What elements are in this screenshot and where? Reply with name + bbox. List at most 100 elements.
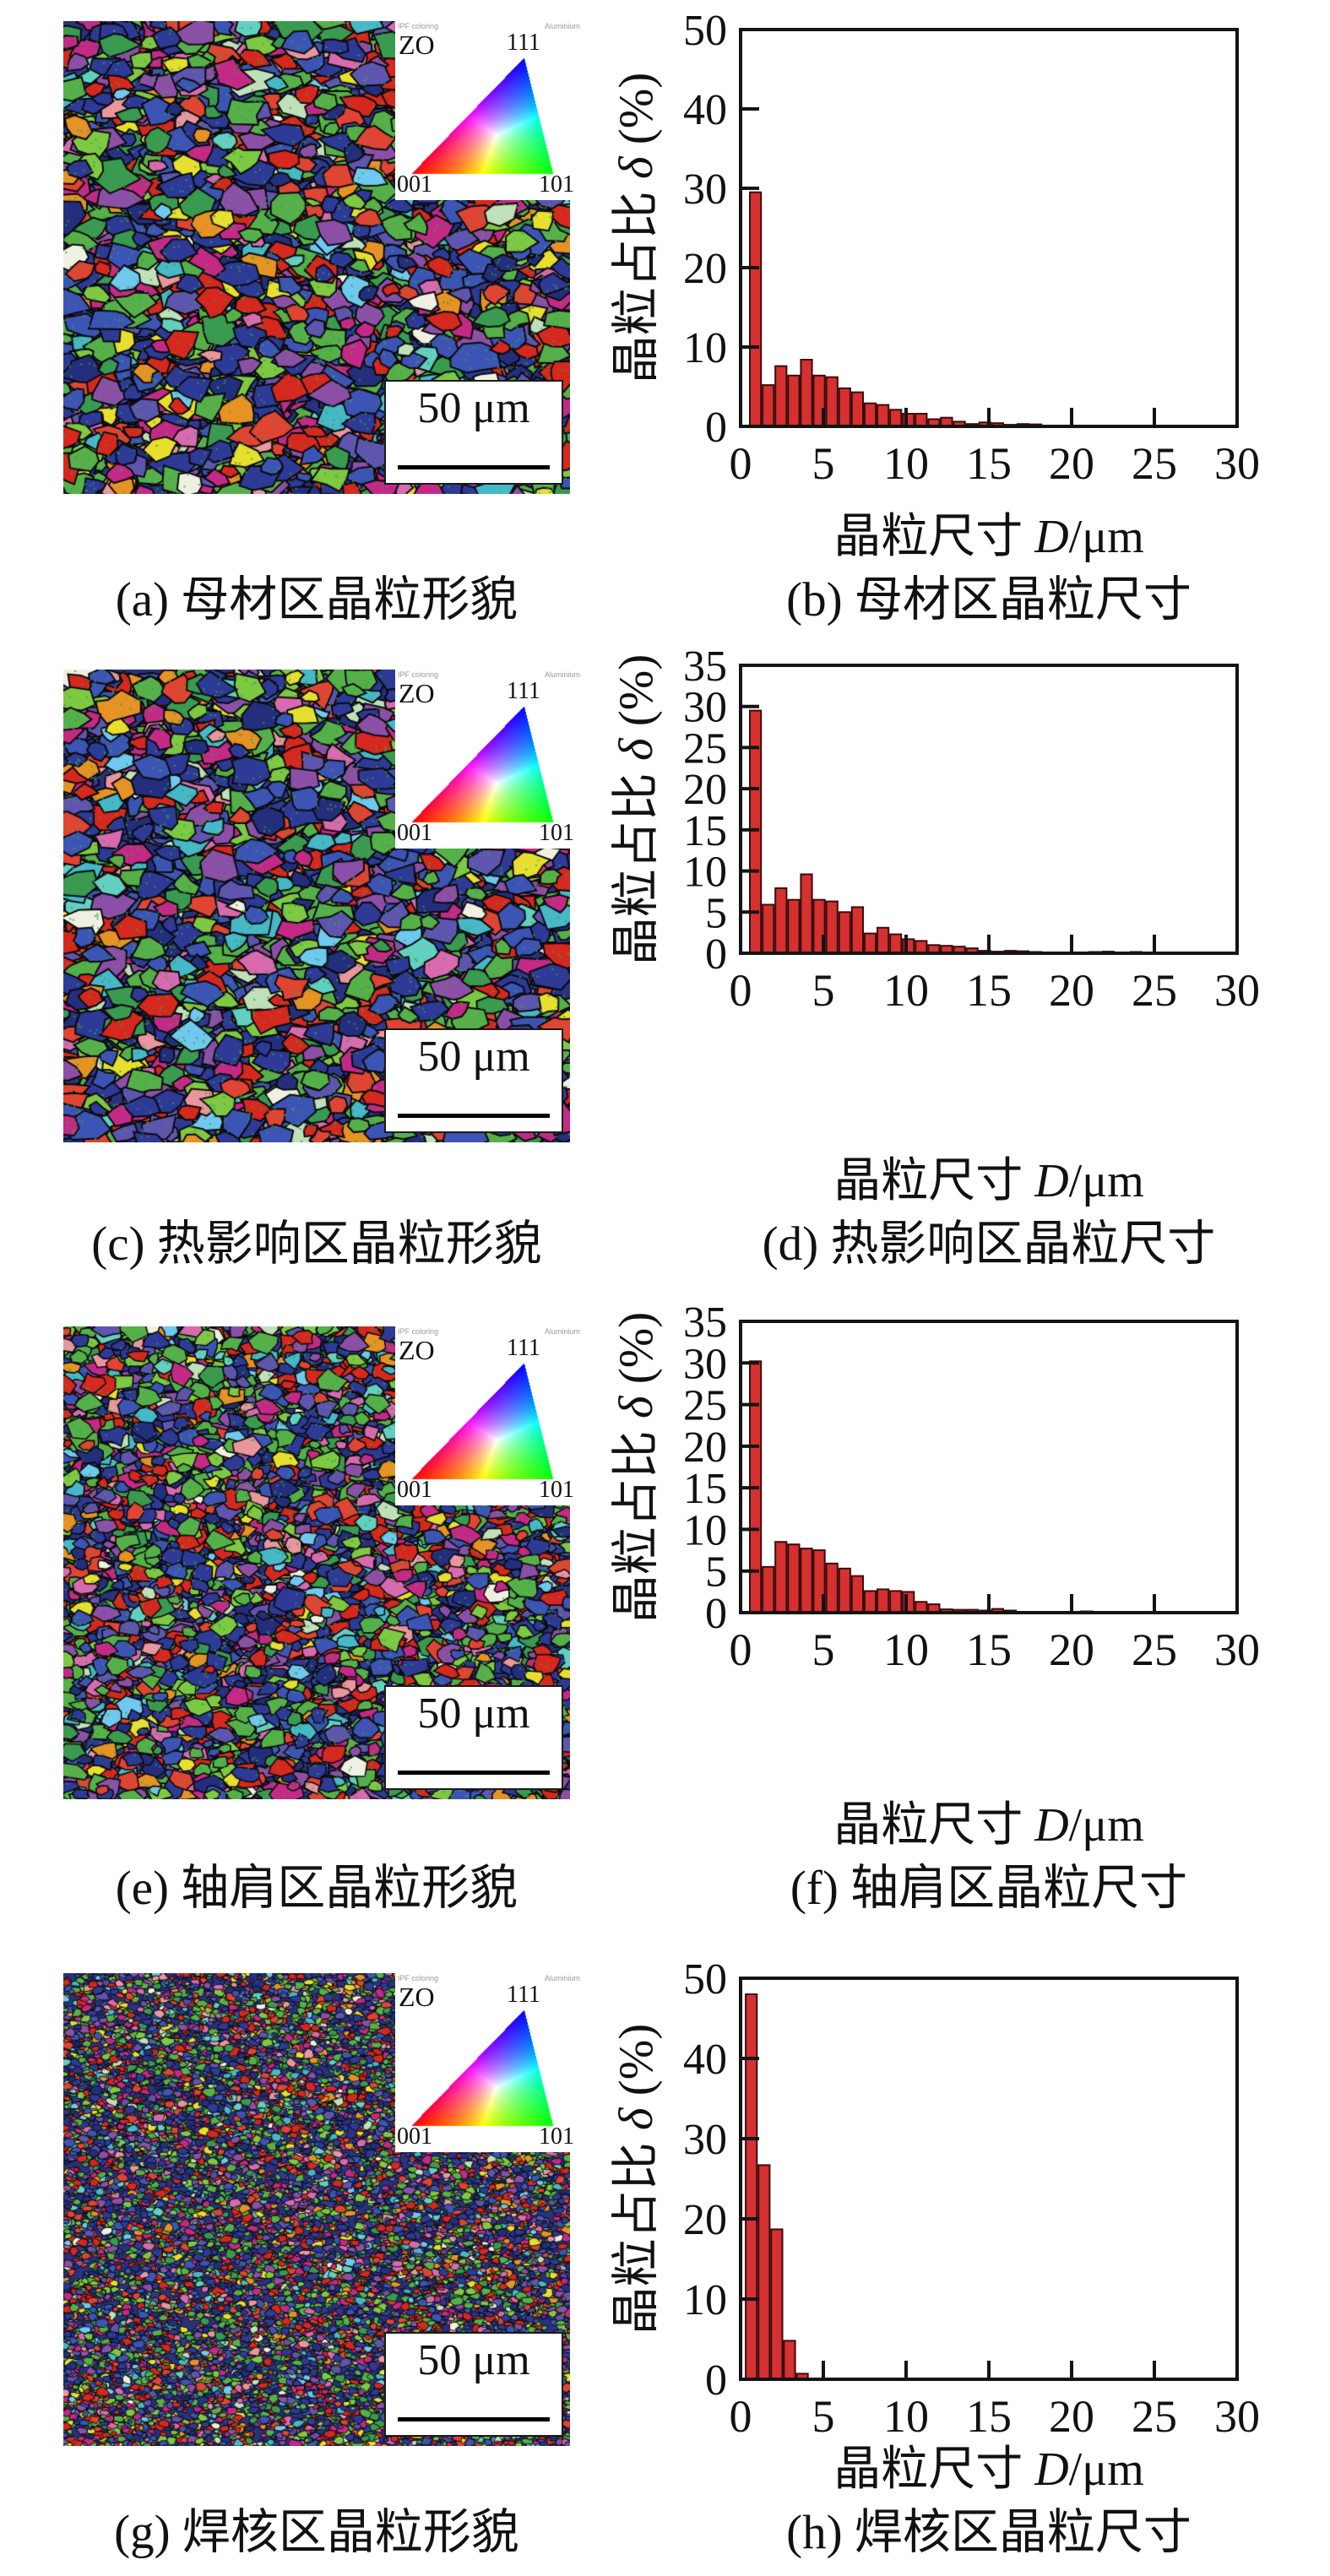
bar (825, 1562, 839, 1613)
y-tick-label: 10 (683, 2276, 727, 2324)
plot-frame (739, 28, 1239, 428)
bar (825, 376, 839, 428)
y-tick-label: 40 (683, 2036, 727, 2084)
x-tick-label: 0 (730, 1624, 752, 1675)
ipf-triangle-canvas (402, 2000, 571, 2135)
y-tick-label: 10 (683, 324, 727, 372)
x-tick-label: 15 (966, 1624, 1012, 1675)
y-tick-label: 15 (683, 1465, 727, 1513)
bar (850, 906, 865, 954)
bar (877, 926, 890, 954)
x-tick-label: 10 (883, 2391, 929, 2442)
bar (783, 2340, 796, 2380)
x-tick-label: 15 (966, 2391, 1012, 2442)
scale-bar-label: 50 μm (417, 1689, 530, 1738)
x-tick-label: 25 (1132, 2391, 1177, 2442)
y-tick-label: 30 (683, 2116, 727, 2164)
y-tick-label: 40 (683, 86, 727, 134)
ipf-triangle-canvas (402, 697, 571, 832)
bar (915, 413, 928, 427)
ipf-legend-inset: IPF coloring Aluminium ZO 111 001 101 (395, 1973, 583, 2152)
y-tick-label: 0 (705, 404, 727, 452)
x-tick-label: 20 (1049, 1624, 1094, 1675)
ipf-corner-001: 001 (397, 1477, 432, 1503)
map-caption: (g) 焊核区晶粒形貌 (114, 2506, 519, 2559)
y-tick-label: 20 (683, 1424, 727, 1472)
x-tick-label: 10 (883, 438, 929, 489)
bar (838, 911, 851, 954)
y-tick-label: 50 (683, 1955, 727, 2004)
ipf-corner-101: 101 (539, 2123, 574, 2150)
x-tick-label: 20 (1049, 2391, 1094, 2442)
ipf-corner-001: 001 (397, 2123, 432, 2150)
map-caption: (a) 母材区晶粒形貌 (115, 573, 518, 626)
x-axis-unit: /μm (1068, 1155, 1144, 1207)
x-axis-label: 晶粒尺寸 D/μm (741, 1142, 1237, 1211)
ipf-legend-inset: IPF coloring Aluminium ZO 111 001 101 (395, 670, 583, 849)
scale-bar: 50 μm (384, 2332, 563, 2437)
y-tick-label: 10 (683, 849, 727, 897)
x-axis-unit: /μm (1068, 2443, 1144, 2496)
x-tick-label: 10 (883, 1624, 929, 1675)
inset-small-text-left: IPF coloring (398, 1974, 439, 1982)
figure-row-1: IPF coloring Aluminium ZO 111 001 101 50… (0, 0, 1330, 644)
x-axis-unit: /μm (1068, 511, 1144, 563)
histogram-svg-b: 0 10 20 30 40 50 0 5 10 15 20 25 30 (683, 7, 1260, 489)
y-tick-label: 30 (683, 165, 727, 214)
bar (838, 1567, 851, 1613)
y-tick-label: 25 (683, 724, 727, 773)
x-tick-label: 0 (730, 965, 752, 1016)
bar (757, 2164, 771, 2381)
y-tick-label: 50 (683, 7, 727, 55)
x-tick-label: 15 (966, 438, 1012, 489)
bar (825, 900, 839, 955)
x-axis-label-text: 晶粒尺寸 (833, 1799, 1035, 1852)
x-axis-label: 晶粒尺寸 D/μm (741, 498, 1237, 567)
x-axis-unit: /μm (1068, 1799, 1144, 1852)
ipf-corner-001: 001 (397, 171, 432, 198)
scale-bar: 50 μm (384, 380, 563, 485)
y-tick-label: 0 (705, 1590, 727, 1638)
x-tick-label: 25 (1132, 1624, 1177, 1675)
inset-small-text-left: IPF coloring (398, 1327, 439, 1336)
y-tick-label: 20 (683, 766, 727, 814)
y-tick-label: 10 (683, 1506, 727, 1554)
bar (838, 387, 851, 427)
scale-bar: 50 μm (384, 1028, 563, 1133)
map-caption: (c) 热影响区晶粒形貌 (91, 1217, 542, 1271)
bar (850, 1575, 865, 1614)
scale-bar-label: 50 μm (417, 2336, 530, 2384)
bar (762, 903, 775, 954)
y-tick-label: 20 (683, 245, 727, 293)
bar (774, 887, 788, 954)
bar (850, 391, 865, 428)
x-axis-symbol: D (1034, 1155, 1069, 1207)
x-tick-label: 5 (812, 438, 835, 489)
inset-small-text-right: Aluminium (544, 670, 580, 679)
bar (889, 933, 903, 955)
y-tick-label: 35 (683, 1299, 727, 1347)
scale-bar-line (398, 1771, 550, 1775)
x-axis-symbol: D (1034, 1799, 1069, 1852)
bar (774, 365, 788, 428)
y-tick-label: 30 (683, 1340, 727, 1388)
x-axis-label-text: 晶粒尺寸 (833, 511, 1035, 563)
bar (915, 940, 928, 954)
scale-bar-line (398, 2417, 550, 2421)
ipf-triangle-canvas (402, 48, 571, 183)
x-axis-label: 晶粒尺寸 D/μm (741, 1787, 1237, 1855)
x-axis-label-text: 晶粒尺寸 (833, 1155, 1035, 1207)
ipf-corner-001: 001 (397, 820, 432, 846)
inset-small-text-right: Aluminium (544, 1327, 580, 1336)
x-tick-label: 15 (966, 965, 1012, 1016)
x-tick-label: 20 (1049, 438, 1094, 489)
bar (787, 374, 801, 427)
x-axis-symbol: D (1034, 511, 1069, 563)
bar (745, 1993, 758, 2380)
bar (877, 404, 890, 428)
scale-bar-label: 50 μm (417, 384, 530, 432)
x-axis-label-text: 晶粒尺寸 (833, 2443, 1035, 2496)
